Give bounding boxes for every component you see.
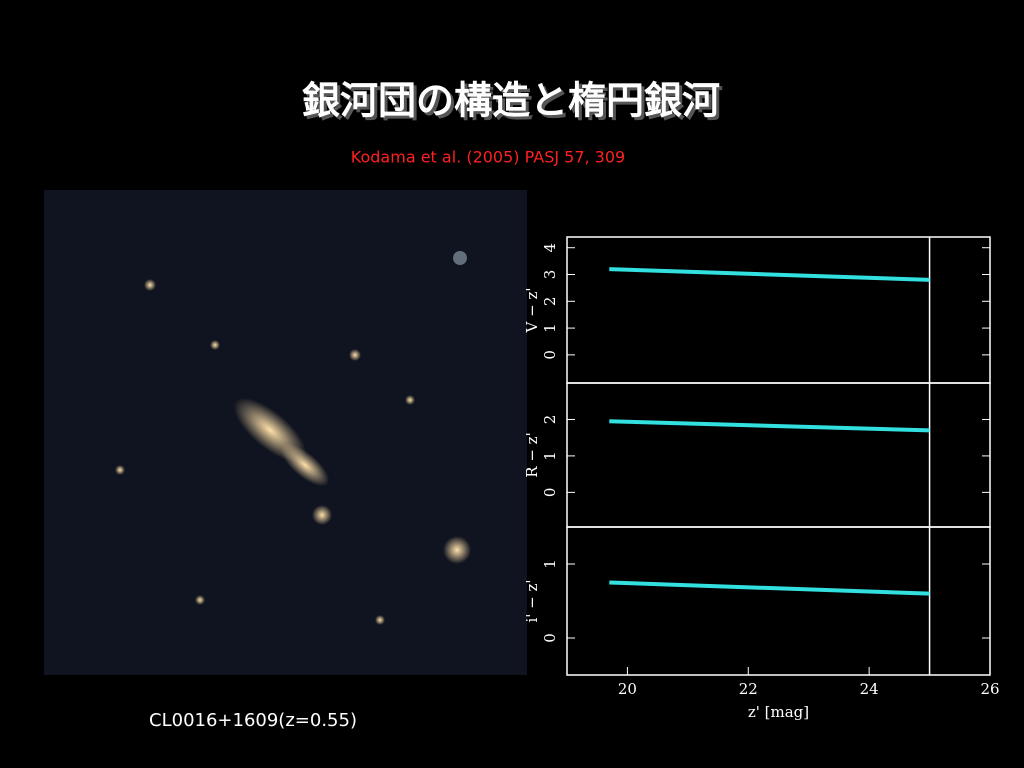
- y-tick-label: 1: [541, 451, 559, 461]
- x-tick-label: 26: [980, 680, 999, 698]
- x-tick-label: 22: [739, 680, 758, 698]
- y-tick-label: 2: [541, 297, 559, 307]
- y-tick-label: 2: [541, 415, 559, 425]
- y-tick-label: 0: [541, 350, 559, 360]
- galaxy: [312, 505, 332, 525]
- y-tick-label: 0: [541, 633, 559, 643]
- y-axis-label: R − z': [523, 432, 541, 477]
- panel-frame: [566, 526, 991, 676]
- galaxy: [405, 395, 415, 405]
- galaxy: [195, 595, 205, 605]
- cluster-photo: [44, 190, 527, 675]
- red-sequence-line: [609, 580, 930, 596]
- star: [443, 536, 471, 564]
- y-axis-label: V − z': [523, 288, 541, 334]
- galaxy: [115, 465, 125, 475]
- galaxy: [349, 349, 361, 361]
- title: 銀河団の構造と楕円銀河: [302, 79, 720, 123]
- y-tick-label: 0: [541, 488, 559, 498]
- red-sequence-line: [609, 267, 930, 282]
- x-tick-label: 20: [618, 680, 637, 698]
- plot-background: [567, 237, 990, 675]
- galaxy: [210, 340, 220, 350]
- galaxy: [280, 443, 330, 487]
- title-shadow: 銀河団の構造と楕円銀河: [305, 82, 723, 126]
- x-tick-label: 24: [860, 680, 879, 698]
- reference: Kodama et al. (2005) PASJ 57, 309: [351, 148, 625, 167]
- galaxy: [375, 615, 385, 625]
- caption: CL0016+1609(z=0.55): [149, 710, 357, 731]
- galaxy: [453, 251, 467, 265]
- y-tick-label: 1: [541, 323, 559, 333]
- y-tick-label: 4: [541, 243, 559, 253]
- y-axis-label: i' − z': [523, 579, 541, 622]
- red-sequence-line: [609, 419, 930, 433]
- galaxy: [144, 279, 156, 291]
- y-tick-label: 3: [541, 270, 559, 280]
- y-tick-label: 1: [541, 559, 559, 569]
- x-axis-label: z' [mag]: [748, 703, 809, 721]
